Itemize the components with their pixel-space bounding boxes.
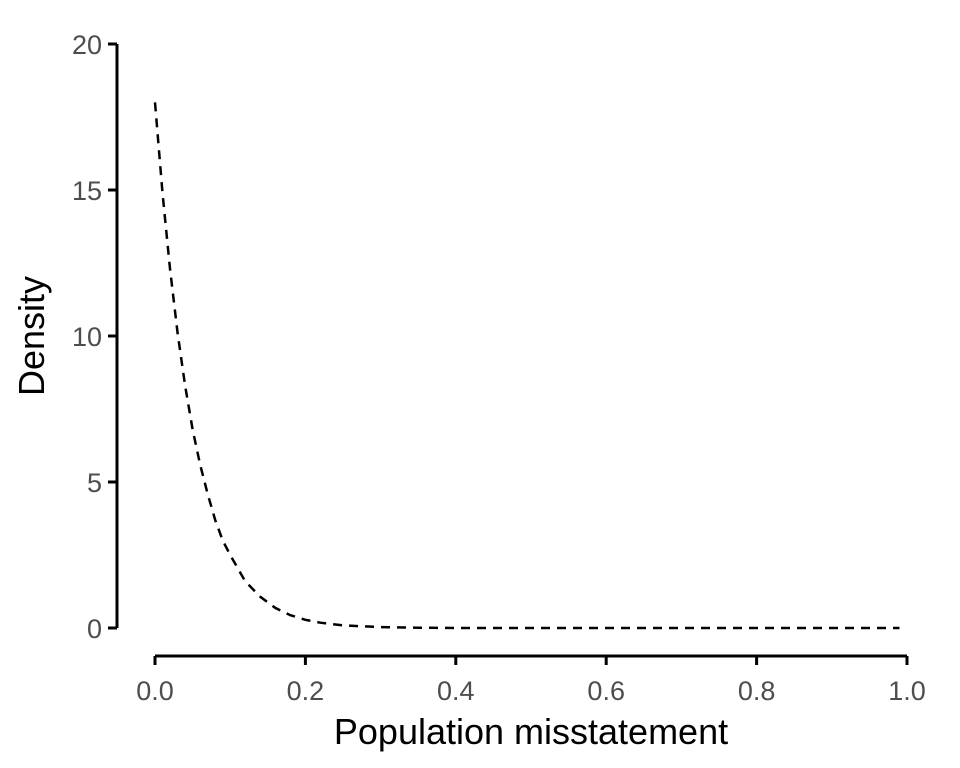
x-tick-label: 1.0 xyxy=(888,676,926,706)
x-tick-label: 0.2 xyxy=(287,676,325,706)
y-tick-label: 0 xyxy=(87,614,102,644)
y-axis-title: Density xyxy=(11,276,52,396)
x-tick-label: 0.4 xyxy=(437,676,475,706)
y-tick-label: 5 xyxy=(87,468,102,498)
x-axis-title: Population misstatement xyxy=(334,711,728,752)
x-tick-label: 0.0 xyxy=(136,676,174,706)
y-tick-label: 10 xyxy=(72,322,102,352)
y-tick-label: 20 xyxy=(72,30,102,60)
y-tick-label: 15 xyxy=(72,176,102,206)
x-tick-label: 0.6 xyxy=(587,676,625,706)
density-curve xyxy=(153,102,900,630)
x-axis-ticks: 0.0 0.2 0.4 0.6 0.8 1.0 xyxy=(136,656,926,706)
y-axis-ticks: 0 5 10 15 20 xyxy=(72,30,117,644)
x-tick-label: 0.8 xyxy=(738,676,776,706)
